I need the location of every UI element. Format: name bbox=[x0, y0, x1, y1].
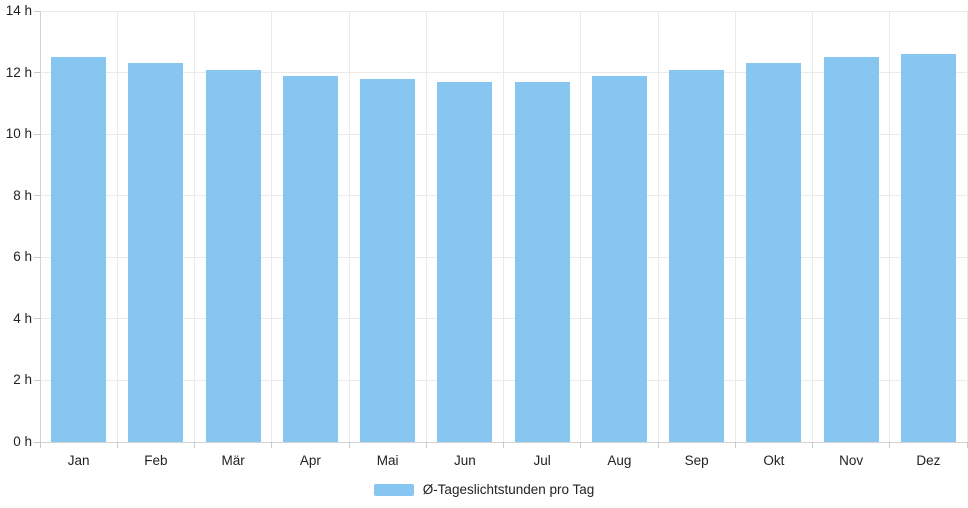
y-axis-tick-mark bbox=[34, 133, 40, 135]
y-axis-tick-mark bbox=[34, 318, 40, 320]
bar-jun[interactable] bbox=[437, 81, 493, 442]
x-axis-tick-mark bbox=[966, 442, 968, 448]
gridline-v-6 bbox=[503, 11, 504, 442]
x-axis-tick-mark bbox=[39, 442, 41, 448]
gridline-v-10 bbox=[812, 11, 813, 442]
x-axis-tick-mark bbox=[812, 442, 813, 448]
y-axis-tick-label: 10 h bbox=[5, 126, 32, 142]
bar-jan[interactable] bbox=[51, 57, 107, 442]
gridline-v-11 bbox=[889, 11, 891, 442]
bar-mai[interactable] bbox=[360, 78, 416, 442]
bar-aug[interactable] bbox=[591, 75, 647, 442]
x-axis-tick-mark bbox=[116, 442, 118, 448]
x-axis-label-jan: Jan bbox=[67, 453, 90, 468]
x-axis-label-dez: Dez bbox=[916, 453, 941, 468]
y-axis-tick-mark bbox=[34, 256, 40, 258]
gridline-v-4 bbox=[348, 11, 350, 442]
bar-nov[interactable] bbox=[823, 57, 879, 442]
x-axis-tick-mark bbox=[425, 442, 427, 448]
x-axis-label-feb: Feb bbox=[144, 453, 168, 468]
y-axis-tick-mark bbox=[34, 10, 40, 12]
y-axis-tick-mark bbox=[34, 195, 40, 197]
legend[interactable]: Ø-Tageslichtstunden pro Tag bbox=[0, 479, 968, 501]
x-axis-label-mai: Mai bbox=[376, 453, 399, 468]
bar-apr[interactable] bbox=[282, 75, 338, 442]
plot-area bbox=[39, 10, 968, 443]
x-axis-label-jun: Jun bbox=[453, 453, 476, 468]
y-axis-tick-label: 6 h bbox=[13, 249, 32, 265]
gridline-v-1 bbox=[116, 11, 118, 442]
legend-swatch bbox=[373, 484, 414, 496]
x-axis-tick-mark bbox=[580, 442, 582, 448]
x-axis-tick-mark bbox=[348, 442, 350, 448]
x-axis-label-apr: Apr bbox=[299, 453, 321, 468]
x-axis-label-nov: Nov bbox=[839, 453, 864, 468]
bar-feb[interactable] bbox=[128, 63, 184, 442]
bar-jul[interactable] bbox=[514, 81, 570, 442]
gridline-v-9 bbox=[734, 11, 736, 442]
y-axis-tick-label: 4 h bbox=[13, 310, 32, 326]
y-axis-tick-label: 8 h bbox=[13, 187, 32, 203]
gridline-v-0 bbox=[39, 11, 41, 442]
x-axis-label-aug: Aug bbox=[607, 453, 632, 468]
x-axis-label-sep: Sep bbox=[684, 453, 709, 468]
y-axis-tick-label: 0 h bbox=[13, 434, 32, 449]
x-axis-tick-mark bbox=[889, 442, 891, 448]
x-axis-label-mär: Mär bbox=[221, 453, 245, 468]
x-axis-tick-mark bbox=[271, 442, 273, 448]
y-axis-tick-label: 14 h bbox=[5, 3, 32, 18]
y-axis-tick-mark bbox=[34, 379, 40, 381]
bar-mär[interactable] bbox=[205, 69, 261, 442]
gridline-v-12 bbox=[966, 11, 968, 442]
gridline-v-8 bbox=[657, 11, 659, 442]
gridline-v-5 bbox=[425, 11, 427, 442]
gridline-v-2 bbox=[194, 11, 195, 442]
y-axis-tick-mark bbox=[34, 72, 40, 74]
x-axis-tick-mark bbox=[734, 442, 736, 448]
gridline-v-3 bbox=[271, 11, 273, 442]
x-axis-label-jul: Jul bbox=[533, 453, 551, 468]
bar-sep[interactable] bbox=[669, 69, 725, 442]
y-axis-tick-label: 2 h bbox=[13, 372, 32, 388]
legend-label: Ø-Tageslichtstunden pro Tag bbox=[422, 482, 595, 497]
x-axis-tick-mark bbox=[194, 442, 195, 448]
bar-okt[interactable] bbox=[746, 63, 802, 442]
x-axis-tick-mark bbox=[657, 442, 659, 448]
y-axis-tick-mark bbox=[34, 441, 40, 443]
bar-dez[interactable] bbox=[900, 54, 956, 442]
y-axis-tick-label: 12 h bbox=[5, 64, 32, 80]
gridline-v-7 bbox=[580, 11, 582, 442]
x-axis-tick-mark bbox=[503, 442, 504, 448]
x-axis-label-okt: Okt bbox=[763, 453, 785, 468]
